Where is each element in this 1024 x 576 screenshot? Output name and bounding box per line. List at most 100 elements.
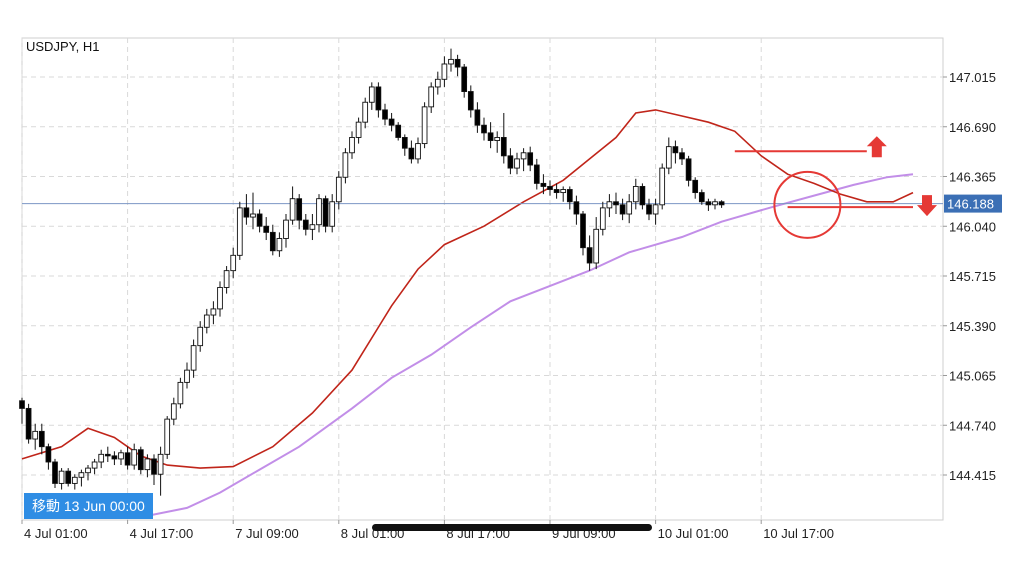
candle-body bbox=[665, 146, 672, 169]
candle-body bbox=[461, 66, 468, 92]
candle-body bbox=[236, 207, 243, 256]
candle-body bbox=[137, 449, 144, 471]
candle-body bbox=[672, 146, 679, 154]
candle bbox=[646, 198, 652, 221]
x-tick-label: 10 Jul 17:00 bbox=[763, 526, 834, 541]
candle-body bbox=[626, 201, 633, 215]
candle-body bbox=[362, 101, 369, 123]
candle bbox=[316, 194, 322, 233]
candle bbox=[190, 339, 197, 378]
candle bbox=[263, 217, 270, 241]
candle-body bbox=[712, 201, 718, 206]
candle-body bbox=[184, 369, 190, 383]
candle-body bbox=[111, 455, 118, 460]
candle-body bbox=[269, 231, 276, 252]
candle bbox=[454, 54, 461, 77]
candle-body bbox=[481, 124, 487, 134]
candle bbox=[32, 423, 39, 450]
candle-body bbox=[395, 124, 402, 138]
candle bbox=[712, 198, 718, 210]
candle-body bbox=[401, 137, 408, 149]
candle-body bbox=[32, 430, 39, 440]
candle-body bbox=[302, 219, 309, 230]
candle bbox=[45, 443, 52, 470]
scroll-indicator[interactable] bbox=[372, 524, 652, 531]
candle bbox=[71, 474, 78, 490]
candle bbox=[448, 48, 454, 72]
candle bbox=[256, 209, 263, 233]
candle-body bbox=[91, 461, 98, 469]
candle-body bbox=[45, 446, 52, 463]
candle bbox=[613, 192, 619, 215]
candle-body bbox=[415, 143, 421, 160]
candle-body bbox=[296, 198, 303, 221]
candle bbox=[65, 468, 72, 487]
candle bbox=[619, 198, 626, 221]
candle-body bbox=[685, 158, 692, 181]
candle-body bbox=[368, 86, 375, 103]
candle bbox=[289, 186, 296, 225]
candle bbox=[269, 224, 276, 256]
candle bbox=[124, 446, 131, 470]
candle-body bbox=[527, 152, 534, 166]
y-tick-label: 146.365 bbox=[949, 170, 996, 185]
candle-body bbox=[474, 109, 481, 126]
candle bbox=[98, 449, 105, 469]
y-tick-label: 146.040 bbox=[949, 219, 996, 234]
candle bbox=[118, 449, 124, 466]
candle bbox=[705, 198, 712, 211]
candle-body bbox=[613, 201, 619, 206]
candle-body bbox=[652, 204, 659, 215]
candle bbox=[197, 321, 204, 352]
x-tick-label: 7 Jul 09:00 bbox=[235, 526, 299, 541]
candle bbox=[566, 186, 573, 210]
candle-body bbox=[309, 224, 316, 230]
candle bbox=[494, 131, 501, 153]
up-arrow-icon bbox=[866, 136, 887, 158]
navigation-badge[interactable]: 移動 13 Jun 00:00 bbox=[24, 493, 153, 519]
candle bbox=[441, 56, 448, 87]
current-price-tag bbox=[944, 194, 1002, 213]
candle-body bbox=[65, 470, 72, 484]
candle bbox=[553, 183, 560, 199]
candle-body bbox=[190, 345, 197, 371]
candle-body bbox=[507, 155, 514, 169]
axes-layer: 147.015 146.690 146.365 146.040 145.715 145.3… bbox=[21, 70, 1002, 541]
candle-body bbox=[78, 472, 85, 478]
candle-body bbox=[144, 458, 151, 471]
candle-body bbox=[441, 63, 448, 80]
candle-body bbox=[533, 164, 540, 184]
candle bbox=[586, 235, 593, 271]
x-tick-label: 10 Jul 01:00 bbox=[658, 526, 729, 541]
candle bbox=[382, 103, 388, 126]
candle-body bbox=[335, 176, 342, 203]
symbol-label: USDJPY, H1 bbox=[26, 39, 99, 54]
y-tick-label: 146.690 bbox=[949, 120, 996, 135]
candle bbox=[540, 174, 547, 195]
candle bbox=[375, 82, 382, 118]
candle-body bbox=[448, 58, 454, 65]
candle bbox=[659, 163, 666, 210]
moving-averages bbox=[21, 109, 914, 519]
candle-body bbox=[520, 152, 527, 160]
candle bbox=[395, 122, 402, 141]
candle-body bbox=[698, 192, 705, 203]
candle bbox=[481, 117, 487, 141]
candle bbox=[349, 131, 355, 159]
candle bbox=[85, 465, 91, 481]
y-tick-label: 145.390 bbox=[949, 319, 996, 334]
candle-body bbox=[157, 453, 164, 475]
candle-body bbox=[276, 238, 283, 252]
candle-body bbox=[151, 458, 157, 475]
candle-body bbox=[428, 86, 435, 108]
candle bbox=[131, 443, 138, 470]
candle bbox=[514, 152, 520, 175]
candle-body bbox=[659, 167, 666, 206]
x-tick-label: 4 Jul 01:00 bbox=[24, 526, 88, 541]
candle bbox=[408, 140, 415, 164]
candle-body bbox=[639, 185, 646, 206]
candle bbox=[58, 468, 65, 490]
candle bbox=[718, 200, 725, 208]
candle-body bbox=[718, 201, 725, 206]
